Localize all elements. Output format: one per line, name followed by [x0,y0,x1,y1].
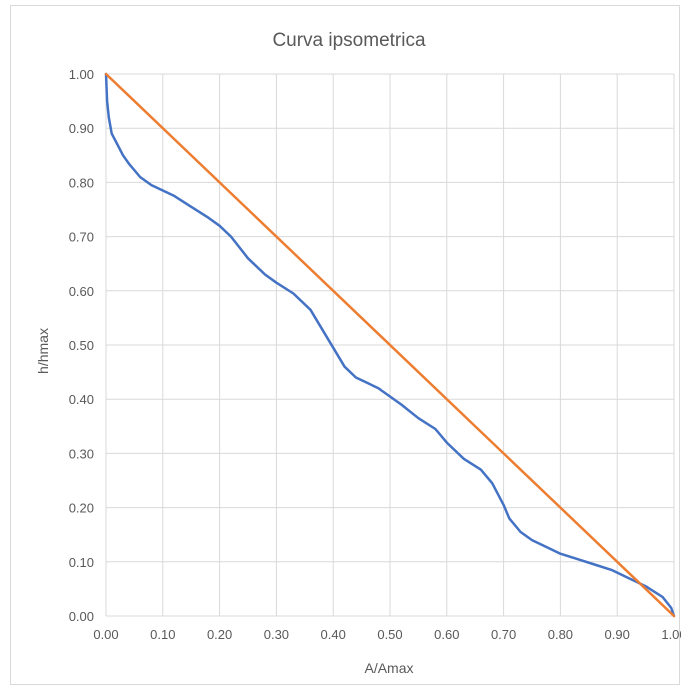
chart-svg: Curva ipsometrica 0.00 0.10 0.20 0.30 0.40 0.… [35,30,681,676]
y-tick-label: 1.00 [69,67,94,82]
series-layer [104,72,676,618]
chart-frame: Curva ipsometrica 0.00 0.10 0.20 0.30 0.40 0.… [10,5,681,685]
grid [105,73,675,617]
x-tick-label: 0.80 [548,627,573,642]
x-tick-label: 0.40 [321,627,346,642]
y-tick-label: 0.00 [69,609,94,624]
y-tick-label: 0.60 [69,284,94,299]
x-tick-label: 0.70 [491,627,516,642]
x-tick-label: 0.30 [264,627,289,642]
y-tick-label: 0.70 [69,230,94,245]
x-tick-label: 0.50 [377,627,402,642]
y-tick-label: 0.10 [69,555,94,570]
y-tick-label: 0.20 [69,501,94,516]
y-tick-label: 0.50 [69,338,94,353]
x-tick-label: 1.00 [661,627,681,642]
y-tick-label: 0.40 [69,392,94,407]
x-axis-label: A/Amax [364,660,413,676]
series-line-2 [104,72,676,618]
chart-title: Curva ipsometrica [272,30,426,51]
x-tick-label: 0.10 [150,627,175,642]
x-tick-label: 0.90 [605,627,630,642]
x-tick-label: 0.60 [434,627,459,642]
series-line-1 [104,72,676,618]
y-tick-label: 0.30 [69,446,94,461]
x-tick-labels: 0.00 0.10 0.20 0.30 0.40 0.50 0.60 0.70 0.80 0.90… [93,627,681,642]
x-tick-label: 0.20 [207,627,232,642]
x-tick-label: 0.00 [93,627,118,642]
y-tick-label: 0.90 [69,121,94,136]
y-tick-labels: 0.00 0.10 0.20 0.30 0.40 0.50 0.60 0.70 0.80 0.90… [69,67,94,624]
y-axis-label: h/hmax [35,328,51,374]
y-tick-label: 0.80 [69,175,94,190]
